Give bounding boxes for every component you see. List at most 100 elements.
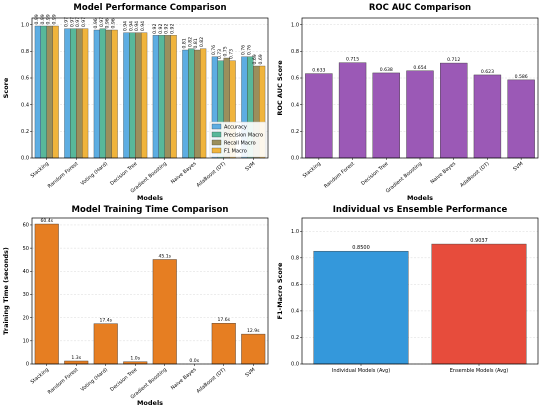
bar-value-label: 0.638 [380, 67, 393, 73]
y-tick-label: 0.0 [291, 362, 299, 368]
y-tick-label: 30 [23, 292, 29, 298]
legend-entry: Accuracy [224, 125, 247, 131]
bar [152, 259, 177, 365]
bar-value-label: 0.76 [246, 45, 252, 55]
y-tick-label: 10 [23, 339, 29, 345]
bar-value-label: 1.3s [71, 355, 81, 361]
x-tick-label: Naive Bayes [170, 161, 198, 186]
bar-value-label: 0.82 [187, 37, 193, 47]
y-tick-label: 0.2 [291, 335, 299, 341]
bar-value-label: 0.99 [52, 14, 58, 24]
bar-value-label: 0.92 [158, 24, 164, 34]
bar-value-label: 0.96 [93, 18, 99, 28]
bar-value-label: 0.96 [105, 18, 111, 28]
y-tick-label: 1.0 [21, 22, 29, 28]
y-axis-label: Training Time (seconds) [2, 247, 10, 335]
x-tick-label: Random Forest [47, 367, 80, 396]
bar-value-label: 0.8500 [352, 245, 370, 251]
y-tick-label: 0.4 [21, 102, 29, 108]
y-tick-label: 0.8 [291, 256, 299, 262]
bar-value-label: 0.94 [128, 21, 134, 31]
bar-value-label: 17.6s [217, 317, 230, 323]
plot-frame [31, 17, 269, 159]
bar-value-label: 0.94 [134, 21, 140, 31]
bar-value-label: 0.99 [46, 14, 52, 24]
bar-value-label: 0.96 [111, 18, 117, 28]
bar-value-label: 0.99 [34, 14, 40, 24]
bar [199, 48, 207, 159]
x-axis-label: Models [137, 399, 163, 407]
bar [64, 28, 71, 159]
bar-value-label: 60.4s [40, 218, 53, 224]
bar [182, 49, 189, 159]
legend-entry: Precision Macro [224, 133, 263, 139]
bar [34, 223, 59, 365]
bar-value-label: 0.9037 [470, 238, 488, 244]
x-tick-label: Stacking [302, 161, 322, 179]
x-tick-label: Random Forest [323, 161, 356, 190]
bar [170, 35, 177, 159]
y-tick-label: 0.0 [21, 156, 29, 162]
legend-swatch [211, 131, 222, 138]
bar-value-label: 0.73 [229, 49, 235, 59]
bar [46, 25, 53, 159]
bar-value-label: 0.92 [170, 24, 176, 34]
legend-swatch [211, 123, 222, 130]
y-tick-label: 60 [23, 223, 29, 229]
x-tick-label: AdaBoost (DT) [459, 161, 491, 189]
x-tick-label: Voting (Hard) [80, 161, 109, 187]
x-tick-label: Individual Models (Avg) [332, 368, 390, 374]
bar-value-label: 0.633 [312, 68, 325, 74]
bar [52, 25, 59, 159]
y-tick-label: 0.0 [291, 156, 299, 162]
bar-value-label: 0.715 [346, 57, 359, 63]
x-tick-label: Naive Bayes [170, 367, 198, 392]
bar-value-label: 0.92 [164, 24, 170, 34]
bar-value-label: 12.9s [247, 328, 260, 334]
bar [76, 28, 83, 159]
bar [70, 28, 77, 159]
x-tick-label: Random Forest [47, 161, 80, 190]
bar-value-label: 0.97 [81, 17, 87, 27]
y-tick-label: 0.2 [21, 129, 29, 135]
bar-value-label: 0.73 [217, 49, 223, 59]
y-tick-label: 0.6 [291, 282, 299, 288]
bar-value-label: 0.69 [252, 54, 258, 64]
bar [99, 28, 106, 159]
bar [188, 48, 195, 159]
bar-value-label: 17.4s [99, 318, 112, 324]
bar-value-label: 0.94 [122, 21, 128, 31]
bar [111, 29, 118, 159]
y-tick-label: 0.6 [21, 76, 29, 82]
bar-value-label: 0.75 [223, 46, 229, 56]
y-tick-label: 40 [23, 269, 29, 275]
bar-value-label: 0.94 [140, 21, 146, 31]
bar [158, 35, 165, 159]
bar [211, 323, 236, 365]
y-tick-label: 50 [23, 246, 29, 252]
y-tick-label: 0.4 [291, 309, 299, 315]
bar [338, 62, 367, 159]
bar-value-label: 0.97 [75, 17, 81, 27]
x-tick-label: AdaBoost (DT) [196, 367, 228, 395]
bar-value-label: 0.81 [181, 38, 187, 48]
bar-value-label: 0.586 [515, 74, 528, 80]
x-tick-label: Decision Tree [109, 161, 138, 187]
chart-title: Model Training Time Comparison [72, 205, 229, 215]
bar [140, 32, 148, 159]
x-tick-label: AdaBoost (DT) [196, 161, 228, 189]
bar-value-label: 0.69 [258, 54, 264, 64]
y-tick-label: 0.2 [291, 129, 299, 135]
x-tick-label: Decision Tree [109, 367, 138, 393]
plot-frame [301, 17, 539, 159]
bar [93, 323, 118, 365]
chart-title: Model Performance Comparison [73, 3, 226, 13]
bar-value-label: 0.76 [211, 45, 217, 55]
bar-value-label: 0.99 [40, 14, 46, 24]
bar-value-label: 0.92 [152, 24, 158, 34]
plot-frame [31, 217, 269, 365]
bar [152, 35, 159, 159]
bar [194, 49, 201, 159]
